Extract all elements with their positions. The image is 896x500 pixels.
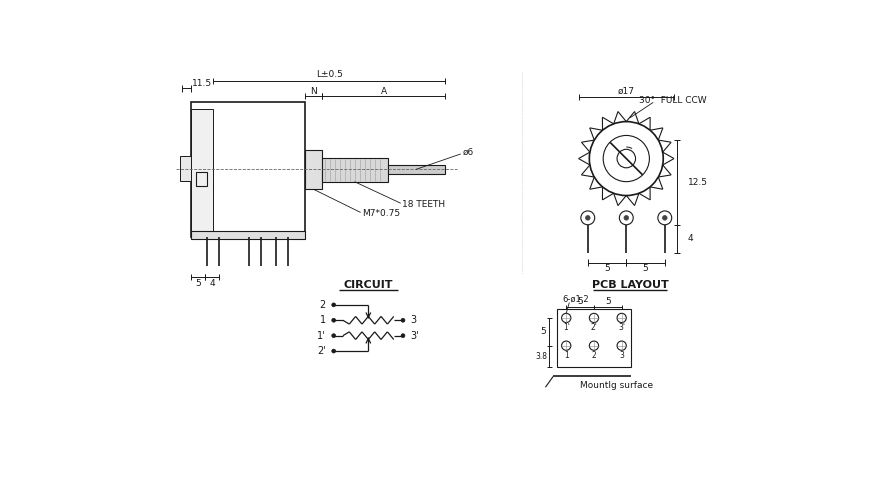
Text: 4: 4 <box>210 279 215 288</box>
Bar <box>191 231 306 238</box>
Text: 5: 5 <box>642 264 649 273</box>
Text: 2': 2' <box>317 346 326 356</box>
Circle shape <box>585 216 590 220</box>
Text: 1: 1 <box>320 316 326 326</box>
Text: N: N <box>310 87 317 96</box>
Text: 2: 2 <box>320 300 326 310</box>
Text: 1': 1' <box>317 330 326 340</box>
Text: 1': 1' <box>563 324 570 332</box>
Bar <box>557 308 631 367</box>
Text: 2': 2' <box>590 324 598 332</box>
Bar <box>191 108 213 231</box>
Text: 3': 3' <box>618 324 625 332</box>
Text: 5: 5 <box>577 298 583 306</box>
Circle shape <box>332 349 336 353</box>
Text: 5: 5 <box>605 298 611 306</box>
Text: 18 TEETH: 18 TEETH <box>402 200 445 209</box>
Circle shape <box>401 334 405 338</box>
Text: 12.5: 12.5 <box>688 178 708 187</box>
Bar <box>306 150 323 190</box>
Text: ø6: ø6 <box>462 148 473 157</box>
Text: 6-ø1.2: 6-ø1.2 <box>563 295 589 304</box>
Text: 2: 2 <box>591 351 597 360</box>
Text: 3.8: 3.8 <box>536 352 547 361</box>
Circle shape <box>332 318 336 322</box>
Bar <box>191 102 306 237</box>
Bar <box>388 166 445 174</box>
Text: PCB LAYOUT: PCB LAYOUT <box>591 280 668 290</box>
Text: 5: 5 <box>540 328 546 336</box>
Text: 3: 3 <box>410 316 417 326</box>
Text: 5: 5 <box>195 279 201 288</box>
Bar <box>196 172 207 185</box>
Text: 30°  FULL CCW: 30° FULL CCW <box>639 96 706 106</box>
Text: 11.5: 11.5 <box>192 80 212 88</box>
Circle shape <box>624 216 629 220</box>
Circle shape <box>662 216 668 220</box>
Bar <box>323 158 388 182</box>
Text: ø17: ø17 <box>617 87 634 96</box>
Bar <box>180 156 191 181</box>
Text: A: A <box>381 87 387 96</box>
Text: L±0.5: L±0.5 <box>315 70 342 79</box>
Text: 5: 5 <box>604 264 610 273</box>
Circle shape <box>401 318 405 322</box>
Text: M7*0.75: M7*0.75 <box>362 210 401 218</box>
Circle shape <box>332 303 336 307</box>
Text: CIRCUIT: CIRCUIT <box>343 280 393 290</box>
Text: 1: 1 <box>564 351 569 360</box>
Text: 3: 3 <box>619 351 625 360</box>
Text: 4: 4 <box>688 234 694 243</box>
Text: Mountlg surface: Mountlg surface <box>580 381 653 390</box>
Circle shape <box>332 334 336 338</box>
Text: 3': 3' <box>410 330 419 340</box>
